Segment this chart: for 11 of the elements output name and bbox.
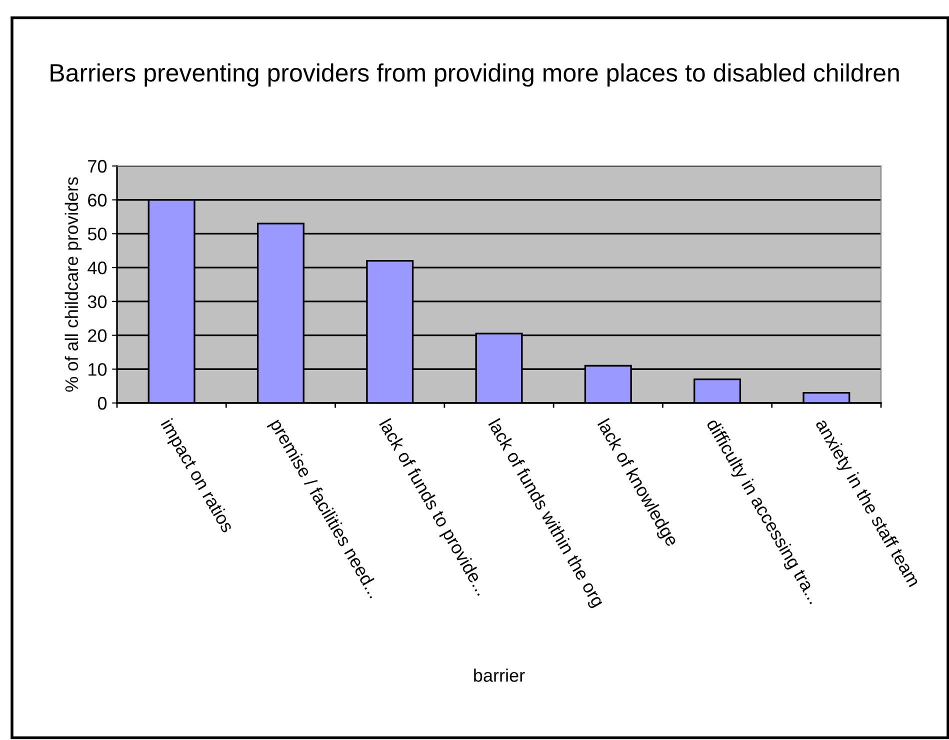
y-tick-label: 60 <box>88 194 107 207</box>
x-axis-title: barrier <box>474 668 525 682</box>
y-tick-label: 10 <box>88 363 107 376</box>
chart-title: Barriers preventing providers from providing more places to disabled children <box>50 63 899 87</box>
y-tick-label: 50 <box>88 228 107 240</box>
y-tick-label: 30 <box>88 295 107 308</box>
y-tick-label: 20 <box>88 329 107 342</box>
y-tick-label: 70 <box>88 160 107 173</box>
y-tick-label: 40 <box>88 262 107 274</box>
y-tick-label: 0 <box>98 396 107 410</box>
y-axis-title: % of all childcare providers <box>64 177 82 392</box>
